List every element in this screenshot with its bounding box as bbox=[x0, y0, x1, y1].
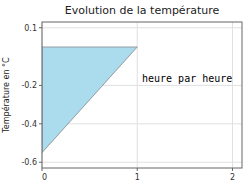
tick-label-x: 1 bbox=[135, 173, 140, 182]
tick-label-y: -0.4 bbox=[21, 120, 37, 129]
tick-x bbox=[232, 168, 233, 171]
annotation: heure par heure bbox=[142, 73, 232, 84]
tick-label-y: -0.2 bbox=[21, 81, 37, 90]
grid-line-y bbox=[42, 27, 242, 28]
marks bbox=[42, 47, 137, 153]
tick-label-x: 0 bbox=[42, 173, 47, 182]
title: Evolution de la température bbox=[65, 4, 220, 17]
tick-y bbox=[39, 123, 42, 124]
tick-x bbox=[137, 168, 138, 171]
grid-line-x bbox=[137, 22, 138, 168]
tick-label-x: 2 bbox=[230, 173, 235, 182]
tick-y bbox=[39, 162, 42, 163]
plot-frame bbox=[42, 22, 242, 168]
tick-label-y: 0.1 bbox=[24, 24, 37, 33]
tick-y bbox=[39, 85, 42, 86]
polygon bbox=[42, 47, 137, 153]
plot-background bbox=[42, 22, 242, 168]
grid-line-y bbox=[42, 162, 242, 163]
y-axis-label: Température en °C bbox=[1, 57, 11, 134]
tick-x bbox=[42, 168, 43, 171]
grid-line-x bbox=[232, 22, 233, 168]
chart: 0 1 2 0.1 -0.2 -0.4 -0.6 Evolution de la tempér… bbox=[0, 0, 250, 188]
tick-label-y: -0.6 bbox=[21, 158, 37, 167]
grid-line-y bbox=[42, 123, 242, 124]
tick-y bbox=[39, 27, 42, 28]
